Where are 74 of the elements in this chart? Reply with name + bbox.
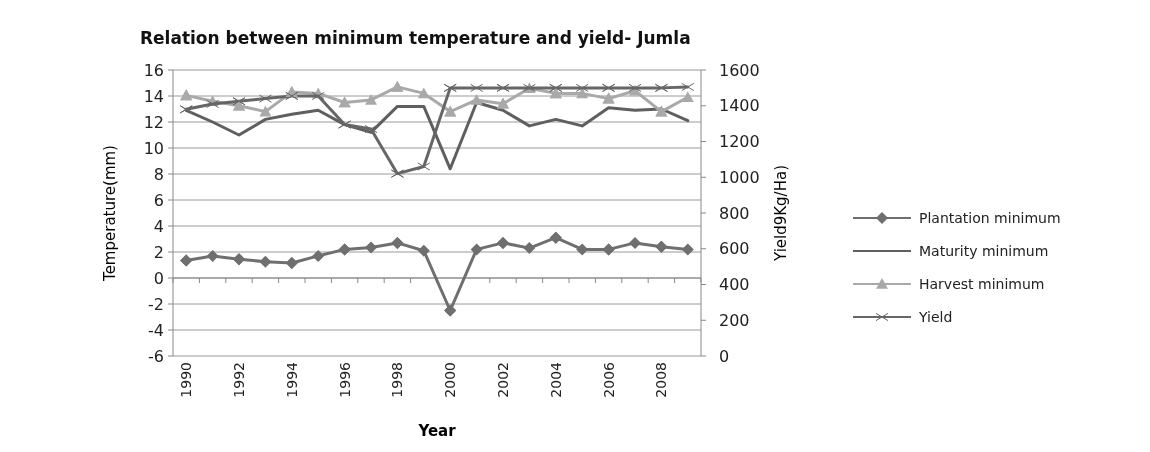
x-tick-label: 1998: [389, 362, 406, 398]
y2-tick-label: 0: [719, 346, 730, 366]
x-tick-label: 1994: [283, 361, 300, 398]
point: [259, 255, 272, 268]
y-tick-label: 4: [153, 216, 164, 236]
point: [233, 253, 245, 266]
point: [391, 80, 404, 92]
legend-label: Yield: [918, 308, 953, 325]
y-tick-label: 6: [153, 190, 164, 210]
point: [391, 236, 404, 249]
point: [681, 243, 694, 256]
legend-label: Plantation minimum: [919, 209, 1061, 226]
x-tick-label: 2004: [547, 361, 564, 398]
y2-tick-label: 400: [719, 275, 750, 295]
point: [180, 89, 193, 101]
point: [206, 99, 220, 109]
y-tick-label: -2: [148, 294, 164, 314]
x-tick-label: 2008: [653, 362, 670, 398]
y-tick-label: -4: [148, 320, 164, 340]
x-tick-label: 2006: [600, 361, 617, 398]
chart-title: Relation between minimum temperature and yield- Jumla: [140, 28, 691, 48]
y-tick-label: -6: [148, 346, 164, 366]
point: [444, 105, 457, 117]
x-tick-label: 1996: [336, 361, 353, 398]
y-axis-title: Temperature(mm): [101, 145, 119, 282]
point: [233, 99, 245, 111]
point: [417, 244, 430, 257]
x-tick-label: 2002: [494, 362, 511, 398]
y2-tick-label: 1000: [719, 167, 760, 187]
point: [444, 304, 457, 317]
legend-label: Harvest minimum: [919, 275, 1045, 292]
point: [259, 105, 272, 117]
point: [549, 87, 562, 99]
point: [549, 231, 562, 244]
point: [523, 242, 536, 255]
y2-axis-title: Yield9Kg/Ha): [772, 165, 790, 262]
y-tick-label: 10: [143, 138, 164, 158]
point: [180, 254, 193, 267]
y-tick-label: 8: [153, 164, 164, 184]
x-tick-label: 2000: [442, 362, 459, 398]
x-axis-title: Year: [417, 422, 457, 440]
point: [681, 82, 695, 92]
y2-tick-label: 600: [719, 239, 750, 259]
point: [470, 243, 483, 256]
point: [312, 249, 325, 262]
point: [365, 241, 377, 254]
y2-tick-label: 800: [719, 203, 750, 223]
point: [655, 240, 668, 253]
x-tick-label: 1990: [178, 362, 195, 398]
point: [338, 243, 351, 256]
point: [206, 249, 219, 262]
legend-label: Maturity minimum: [919, 242, 1049, 259]
x-tick-label: 1992: [230, 362, 247, 398]
y2-tick-label: 1200: [719, 132, 760, 152]
y-tick-label: 2: [153, 242, 164, 262]
point: [629, 236, 641, 249]
point: [470, 93, 483, 105]
point: [681, 91, 694, 103]
y2-tick-label: 1400: [719, 96, 760, 116]
point: [417, 87, 430, 99]
y2-tick-label: 200: [719, 310, 750, 330]
y2-tick-label: 1600: [719, 60, 760, 80]
point: [311, 91, 325, 101]
y-tick-label: 16: [143, 60, 164, 80]
point: [655, 105, 668, 117]
y-tick-label: 12: [143, 112, 164, 132]
y-tick-label: 14: [143, 86, 164, 106]
point: [497, 236, 509, 249]
point: [497, 97, 509, 109]
point: [602, 92, 615, 104]
point: [365, 93, 377, 105]
point: [338, 96, 351, 108]
point: [285, 91, 299, 101]
y-tick-label: 0: [153, 268, 164, 288]
